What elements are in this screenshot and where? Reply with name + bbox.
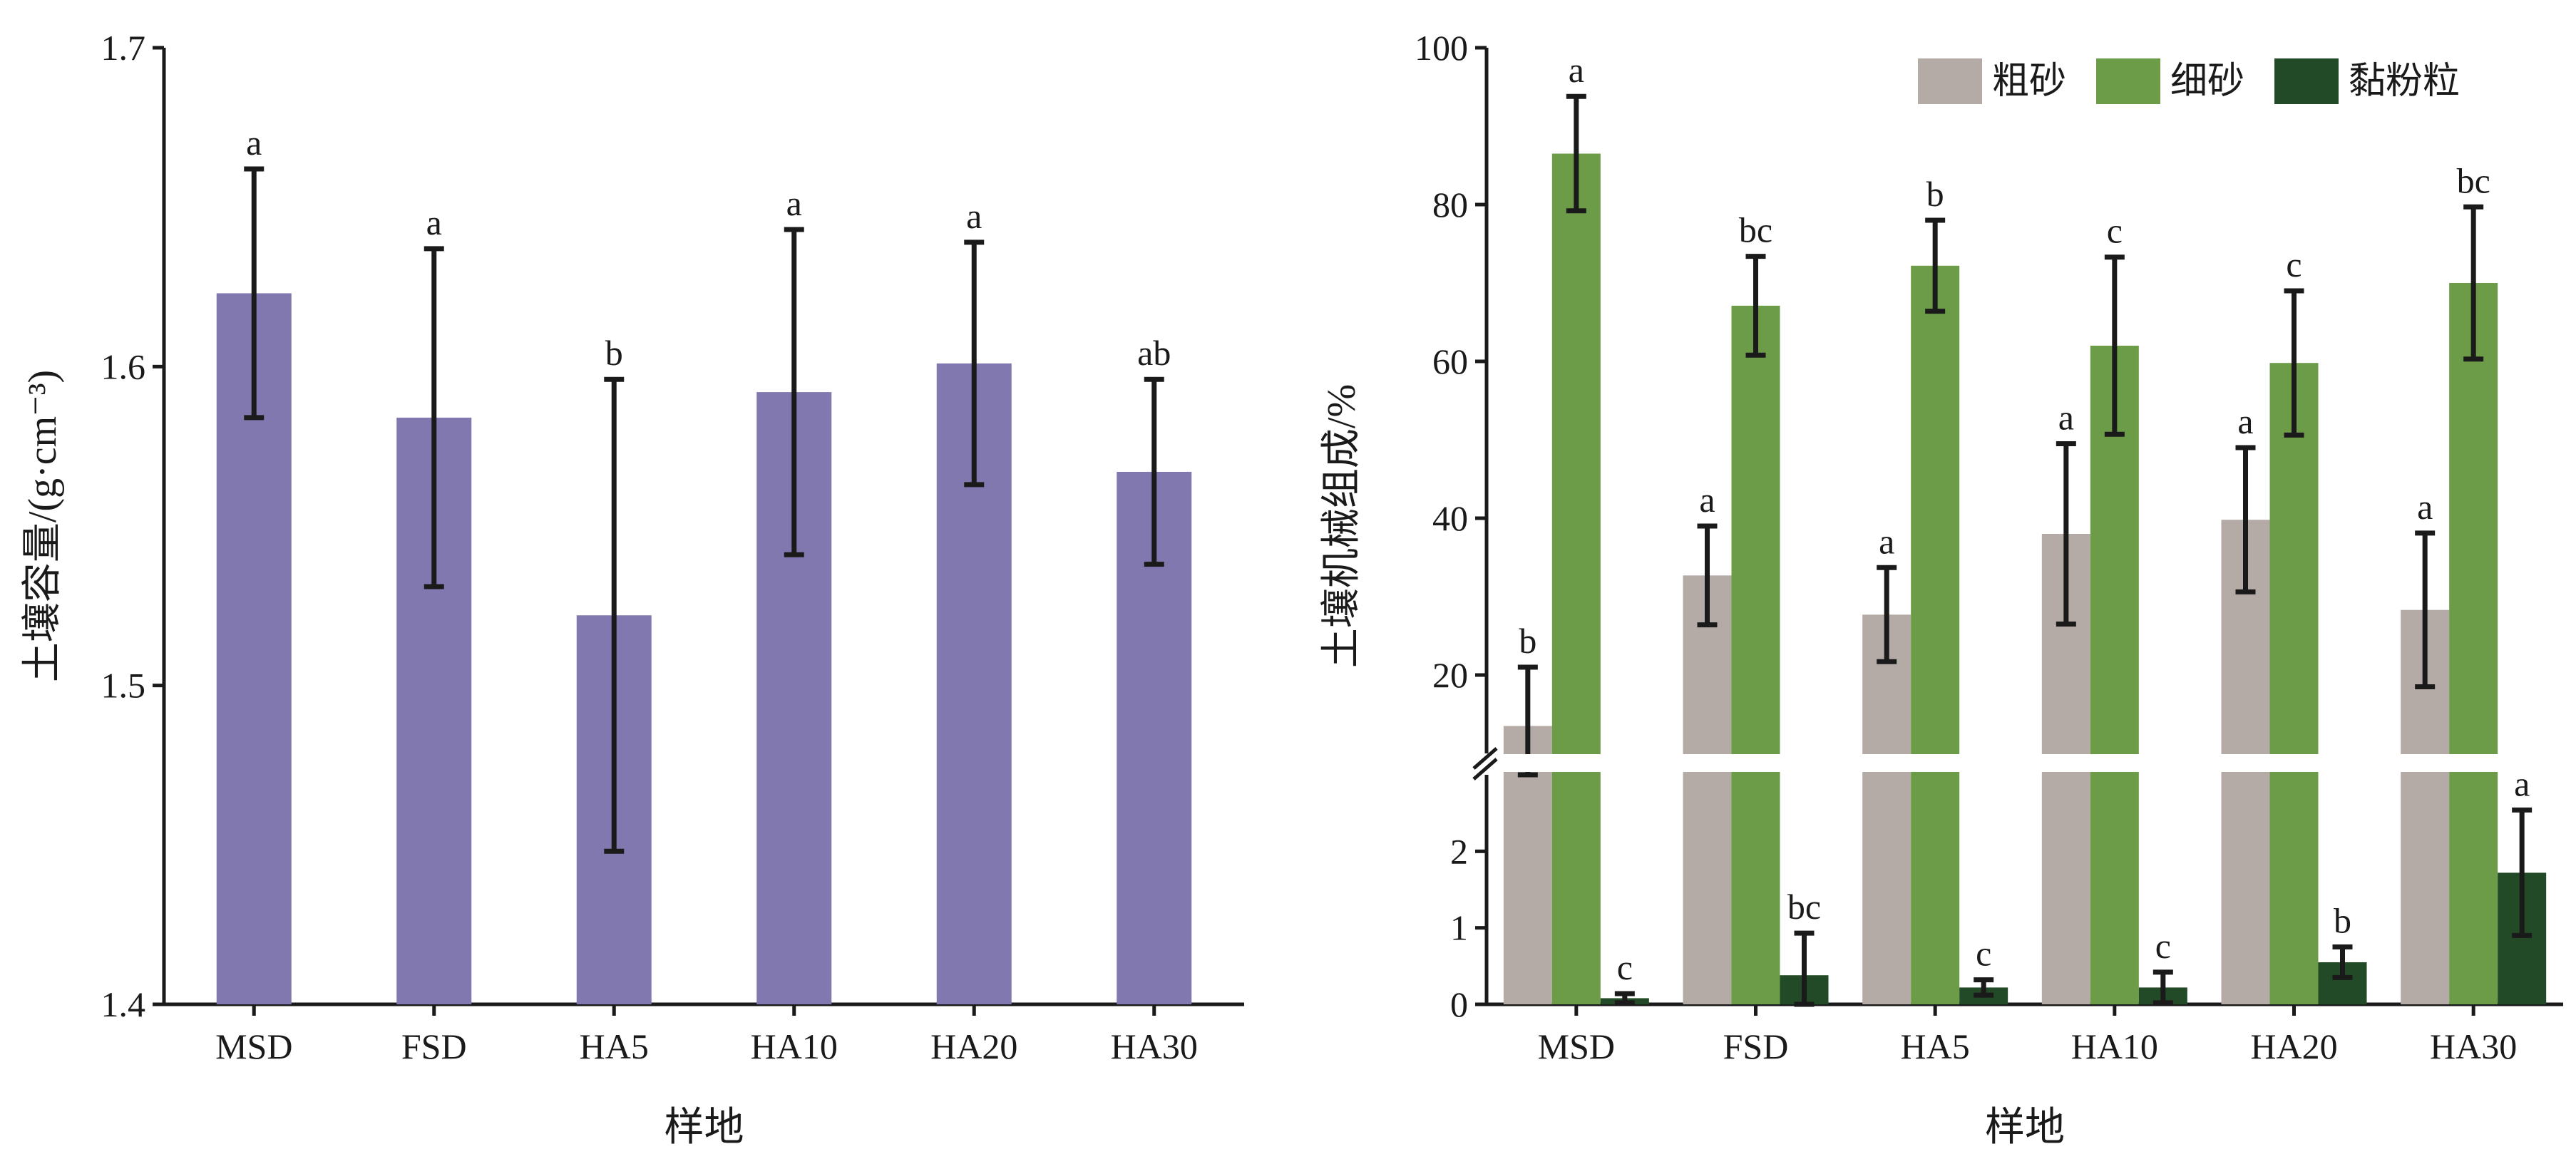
y-axis-title: 土壤机械组成/% [1320, 384, 1364, 668]
bar [1683, 575, 1732, 1004]
y-tick-label: 1.5 [101, 666, 146, 706]
significance-label: a [2417, 487, 2433, 527]
mechanical-composition-chart: 01220406080100bacMSDabcbcFSDabcHA5accHA1… [1320, 28, 2570, 1150]
significance-label: a [1699, 480, 1715, 520]
x-tick-label: MSD [215, 1026, 292, 1066]
bar [2269, 363, 2319, 1004]
significance-label: c [2155, 926, 2171, 966]
x-tick-label: HA20 [2250, 1026, 2337, 1066]
significance-label: b [1519, 621, 1536, 661]
significance-label: c [1617, 947, 1633, 987]
legend-swatch [2096, 58, 2160, 104]
significance-label: a [246, 123, 262, 163]
significance-label: b [605, 333, 623, 373]
significance-label: a [1569, 50, 1584, 90]
significance-label: b [1926, 174, 1944, 214]
significance-label: a [786, 183, 802, 223]
x-tick-label: HA5 [1901, 1026, 1970, 1066]
y-tick-label: 1.6 [101, 346, 146, 386]
bar [1862, 614, 1912, 1004]
x-tick-label: HA30 [2430, 1026, 2517, 1066]
x-tick-label: MSD [1538, 1026, 1615, 1066]
y-tick-label: 40 [1432, 498, 1468, 538]
legend-swatch [1918, 58, 1982, 104]
legend-label: 黏粉粒 [2349, 61, 2460, 102]
y-tick-label: 100 [1415, 28, 1468, 68]
legend: 粗砂 细砂 黏粉粒 [1918, 58, 2460, 104]
significance-label: a [2058, 398, 2074, 438]
x-tick-label: HA10 [2071, 1026, 2158, 1066]
y-tick-label: 1.7 [101, 28, 146, 68]
significance-label: a [966, 196, 982, 236]
x-tick-label: HA30 [1111, 1026, 1198, 1066]
legend-label: 粗砂 [1992, 61, 2066, 102]
y-axis-title: 土壤容量/(g·cm⁻³) [21, 370, 65, 682]
bar [1551, 153, 1601, 1004]
x-axis-title: 样地 [1985, 1106, 2065, 1150]
y-tick-label: 80 [1432, 185, 1468, 225]
significance-label: a [2514, 763, 2530, 803]
x-tick-label: HA5 [580, 1026, 649, 1066]
y-tick-label: 60 [1432, 341, 1468, 381]
x-tick-label: FSD [1723, 1026, 1789, 1066]
axis-break-mark [1472, 747, 1498, 770]
significance-label: c [2107, 211, 2123, 251]
y-tick-label: 20 [1432, 655, 1468, 695]
significance-label: a [426, 202, 442, 242]
bulk-density-chart: 1.4 1.5 1.6 1.7 a MSD a FSD b HA5 a HA10 a HA20 ab HA30… [21, 28, 1244, 1150]
y-tick-label: 1 [1450, 908, 1468, 948]
bar [1731, 305, 1780, 1004]
significance-label: bc [2457, 160, 2490, 200]
legend-swatch [2274, 58, 2339, 104]
significance-label: ab [1137, 333, 1171, 373]
x-axis-title: 样地 [664, 1106, 744, 1150]
x-tick-label: FSD [401, 1026, 467, 1066]
x-tick-label: HA20 [930, 1026, 1017, 1066]
legend-label: 细砂 [2170, 61, 2244, 102]
y-tick-label: 2 [1450, 831, 1468, 871]
x-tick-label: HA10 [751, 1026, 838, 1066]
significance-label: b [2334, 901, 2351, 941]
bar [2090, 346, 2139, 1004]
bar [1911, 265, 1960, 1004]
significance-label: c [1976, 934, 1991, 974]
significance-label: a [1879, 521, 1894, 561]
y-tick-label: 1.4 [101, 984, 146, 1024]
bar [2449, 283, 2498, 1004]
significance-label: a [2237, 401, 2253, 441]
y-tick-label: 0 [1450, 984, 1468, 1024]
axis-break-mark [1472, 758, 1498, 781]
significance-label: c [2286, 244, 2302, 284]
significance-label: bc [1739, 210, 1772, 250]
significance-label: bc [1787, 887, 1821, 927]
axis-break-band [1465, 754, 2570, 772]
